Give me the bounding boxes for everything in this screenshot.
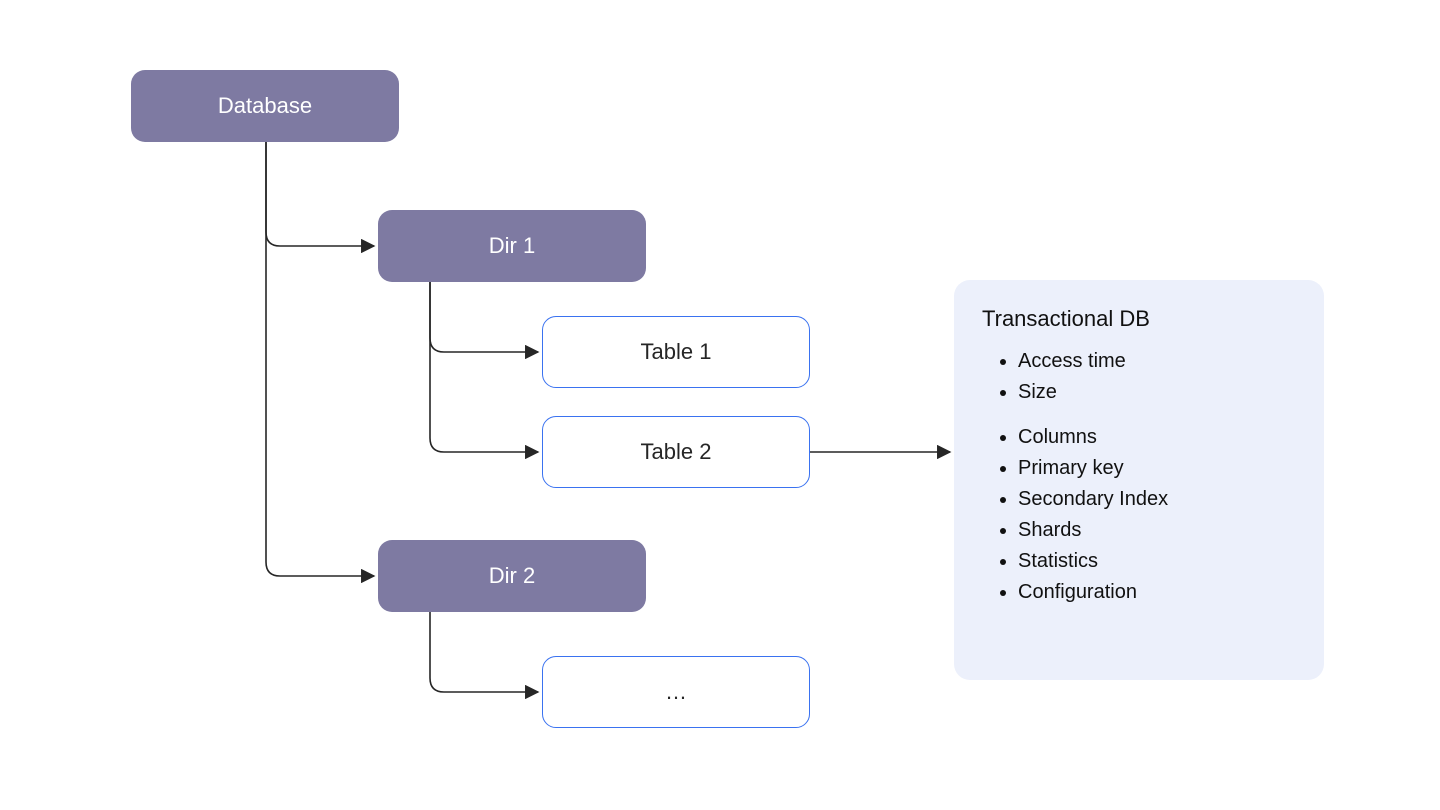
node-label: Dir 2 [489,563,535,589]
connector [430,282,538,352]
node-label: … [665,679,687,705]
node-ellipsis: … [542,656,810,728]
node-label: Table 1 [641,339,712,365]
info-panel: Transactional DB Access time Size Columns Pr… [954,280,1324,680]
info-panel-item: Shards [1018,519,1296,542]
info-panel-title: Transactional DB [982,306,1296,332]
info-panel-item: Statistics [1018,550,1296,573]
node-table2: Table 2 [542,416,810,488]
node-label: Dir 1 [489,233,535,259]
connector [266,142,374,246]
connector [430,612,538,692]
node-table1: Table 1 [542,316,810,388]
node-label: Table 2 [641,439,712,465]
node-dir2: Dir 2 [378,540,646,612]
connector [266,142,374,576]
node-label: Database [218,93,312,119]
node-dir1: Dir 1 [378,210,646,282]
info-panel-list: Columns Primary key Secondary Index Shards S… [982,426,1296,604]
info-panel-item: Access time [1018,350,1296,373]
info-panel-item: Size [1018,381,1296,404]
connector [430,282,538,452]
info-panel-item: Primary key [1018,457,1296,480]
info-panel-item: Columns [1018,426,1296,449]
info-panel-item: Configuration [1018,581,1296,604]
info-panel-item: Secondary Index [1018,488,1296,511]
info-panel-list: Access time Size [982,350,1296,404]
node-database: Database [131,70,399,142]
diagram-canvas: Database Dir 1 Table 1 Table 2 Dir 2 … Transac… [0,0,1440,810]
